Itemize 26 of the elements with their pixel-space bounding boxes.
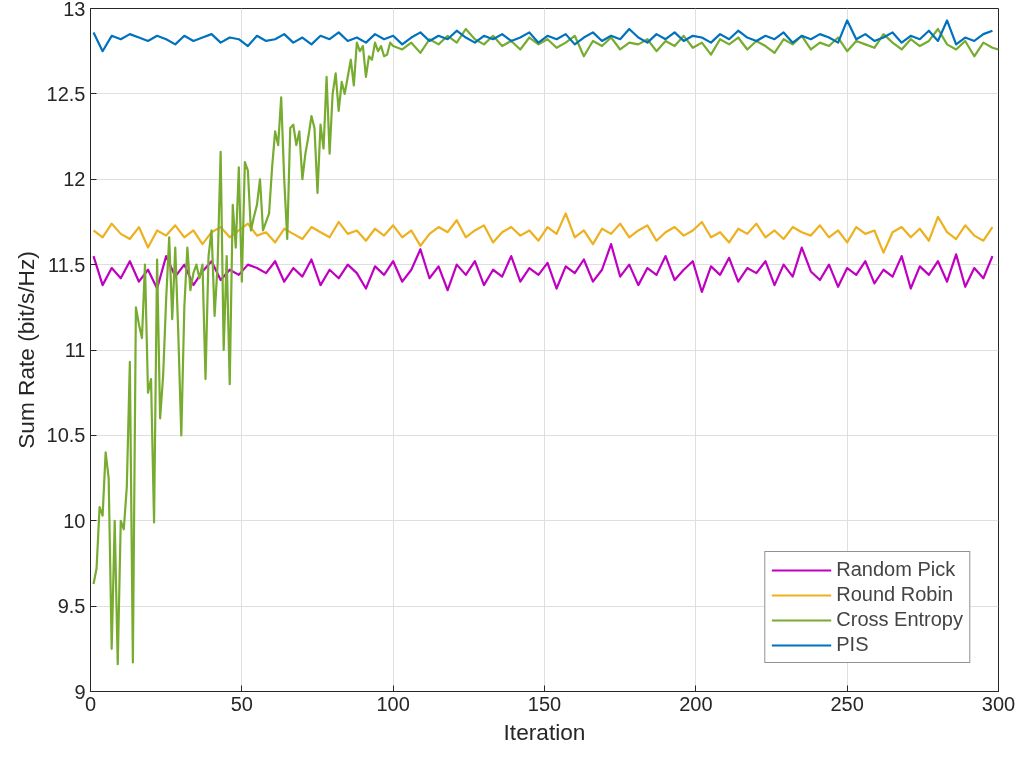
- y-tick-label: 12: [63, 168, 86, 191]
- line-series: [92, 19, 994, 53]
- line-series: [92, 212, 994, 254]
- y-tick-label: 12.5: [46, 82, 86, 105]
- x-tick-label: 50: [230, 692, 253, 715]
- y-tick-label: 9.5: [57, 595, 86, 618]
- y-tick-label: 10.5: [46, 424, 86, 447]
- legend-label: Random Pick: [836, 558, 956, 581]
- legend-label: Round Robin: [836, 583, 954, 606]
- x-tick-label: 0: [84, 692, 97, 715]
- line-series: [92, 27, 999, 666]
- x-tick-label: 100: [376, 692, 410, 715]
- x-tick-label: 250: [830, 692, 864, 715]
- legend-label: PIS: [836, 633, 869, 656]
- y-tick-label: 10: [63, 509, 86, 532]
- line-series: [92, 243, 994, 294]
- y-tick-label: 9: [74, 680, 86, 703]
- y-tick-label: 13: [63, 0, 86, 20]
- y-tick-label: 11.5: [48, 253, 86, 276]
- legend-label: Cross Entropy: [836, 608, 963, 631]
- y-axis-title: Sum Rate (bit/s/Hz): [12, 251, 39, 449]
- x-tick-label: 150: [527, 692, 562, 715]
- x-tick-label: 300: [981, 692, 1016, 715]
- y-tick-label: 11: [64, 339, 86, 361]
- x-axis-title: Iteration: [503, 718, 586, 745]
- x-tick-label: 200: [679, 692, 713, 715]
